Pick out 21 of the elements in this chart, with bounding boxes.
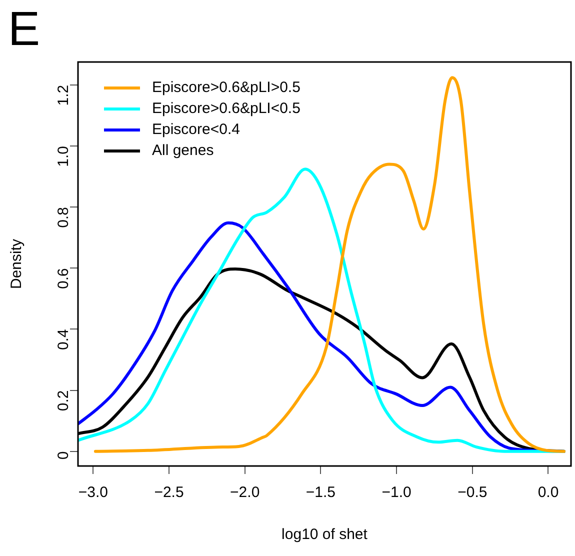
y-tick-label: 1.0 bbox=[55, 146, 72, 167]
x-tick-label: 0.0 bbox=[538, 484, 559, 502]
x-tick-label: −1.0 bbox=[382, 484, 412, 502]
legend-label: Episcore>0.6&pLI<0.5 bbox=[152, 100, 300, 118]
x-tick-label: −3.0 bbox=[78, 484, 108, 502]
x-tick-label: −0.5 bbox=[458, 484, 488, 502]
y-tick-label: 0.2 bbox=[55, 390, 72, 412]
y-tick-label: 0 bbox=[55, 451, 72, 460]
y-tick-label: 0.8 bbox=[55, 207, 72, 228]
y-tick-label: 0.6 bbox=[55, 268, 72, 289]
text: E bbox=[8, 3, 40, 56]
legend-label: Episcore<0.4 bbox=[152, 121, 240, 138]
legend-label: All genes bbox=[152, 142, 214, 160]
x-tick-label: −2.5 bbox=[154, 484, 184, 502]
y-axis-title: Density bbox=[8, 238, 26, 290]
y-tick-label: 1.2 bbox=[55, 84, 72, 106]
x-tick-label: −2.0 bbox=[230, 484, 260, 502]
x-axis-title: log10 of shet bbox=[282, 526, 368, 544]
x-tick-label: −1.5 bbox=[306, 484, 336, 502]
y-tick-label: 0.4 bbox=[55, 329, 72, 350]
legend-label: Episcore>0.6&pLI>0.5 bbox=[152, 79, 300, 96]
